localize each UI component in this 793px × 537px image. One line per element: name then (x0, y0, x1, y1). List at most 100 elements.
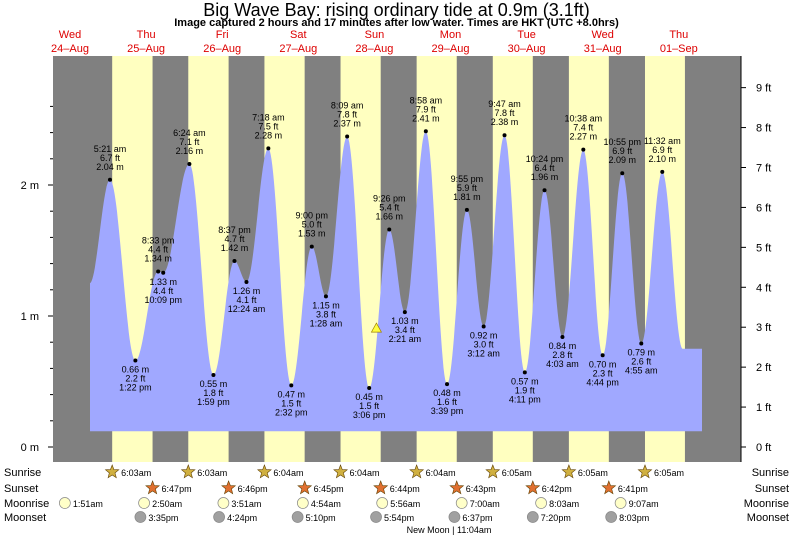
extreme-m-label: 2.16 m (176, 146, 204, 156)
extreme-time-label: 9:47 am (488, 99, 521, 109)
tide-extreme-point (323, 294, 328, 299)
extreme-ft-label: 2.6 ft (631, 357, 652, 367)
moonset-icon (134, 511, 147, 523)
sunrise-time: 6:03am (197, 468, 227, 478)
sunrise-time: 6:05am (578, 468, 608, 478)
tide-extreme-point (387, 227, 392, 232)
extreme-time-label: 9:26 pm (373, 194, 406, 204)
day-name-label: Thu (669, 29, 688, 41)
moonset-icon (291, 511, 304, 523)
tide-extreme-point (232, 258, 237, 263)
day-name-label: Wed (591, 29, 613, 41)
extreme-m-label: 1.03 m (391, 316, 419, 326)
tide-extreme-point (211, 372, 216, 377)
extreme-ft-label: 1.5 ft (359, 401, 380, 411)
sunset-icon (221, 480, 237, 495)
right-axis-tick-label: 5 ft (756, 242, 771, 254)
tide-area (90, 131, 702, 432)
tide-extreme-point (445, 382, 450, 387)
day-date-label: 24–Aug (51, 43, 89, 55)
extreme-time-label: 1:59 pm (197, 397, 230, 407)
sunset-icon (449, 480, 465, 495)
moonrise-icon (59, 497, 71, 509)
extreme-ft-label: 1.5 ft (281, 398, 302, 408)
sunrise-time: 6:04am (426, 468, 456, 478)
day-date-label: 29–Aug (432, 43, 470, 55)
sunrise-icon (256, 464, 272, 479)
extreme-time-label: 8:37 pm (218, 225, 251, 235)
moonrise-icon (455, 497, 468, 509)
sunset-time: 6:42pm (542, 484, 572, 494)
moonset-time: 5:54pm (384, 513, 414, 523)
chart-title: Big Wave Bay: rising ordinary tide at 0.… (203, 0, 590, 20)
sunrise-time: 6:04am (273, 468, 303, 478)
chart-subtitle: Image captured 2 hours and 17 minutes af… (174, 17, 619, 29)
extreme-time-label: 4:11 pm (509, 394, 541, 404)
extreme-time-label: 4:55 am (625, 366, 658, 376)
extreme-m-label: 2.09 m (609, 155, 637, 165)
right-axis-tick-label: 7 ft (756, 162, 771, 174)
sunrise-icon (485, 464, 501, 479)
moonset-time: 6:37pm (462, 513, 492, 523)
sunset-time: 6:45pm (314, 484, 344, 494)
extreme-m-label: 0.79 m (628, 348, 656, 358)
moonrise-time: 2:50am (152, 499, 182, 509)
sunset-time: 6:44pm (390, 484, 420, 494)
right-axis-tick-label: 2 ft (756, 362, 771, 374)
extreme-time-label: 8:33 pm (142, 235, 175, 245)
extreme-time-label: 10:09 pm (144, 295, 182, 305)
extreme-time-label: 9:00 pm (296, 211, 329, 221)
extreme-time-label: 10:55 pm (603, 137, 641, 147)
extreme-ft-label: 4.7 ft (224, 234, 245, 244)
extreme-ft-label: 6.9 ft (612, 146, 633, 156)
right-axis-tick-label: 9 ft (756, 83, 771, 95)
extreme-time-label: 1:22 pm (119, 383, 152, 393)
tide-extreme-point (266, 146, 271, 151)
day-date-label: 25–Aug (127, 43, 165, 55)
tide-extreme-point (156, 269, 161, 274)
moonrise-time: 8:03am (549, 499, 579, 509)
moonrise-time: 3:51am (231, 499, 261, 509)
extreme-m-label: 0.55 m (200, 379, 228, 389)
extreme-m-label: 2.28 m (255, 130, 283, 140)
day-date-label: 26–Aug (203, 43, 241, 55)
extreme-m-label: 2.10 m (649, 154, 677, 164)
extreme-ft-label: 2.2 ft (125, 374, 146, 384)
tide-extreme-point (289, 383, 294, 388)
day-name-label: Wed (59, 29, 81, 41)
extreme-time-label: 4:03 am (546, 359, 579, 369)
tide-extreme-point (402, 310, 407, 315)
day-name-label: Sat (290, 29, 307, 41)
tide-extreme-point (464, 207, 469, 212)
row-label-left: Sunrise (4, 467, 41, 479)
extreme-m-label: 1.42 m (221, 243, 249, 253)
extreme-m-label: 1.34 m (144, 253, 172, 263)
extreme-time-label: 2:21 am (389, 334, 422, 344)
row-label-left: Sunset (4, 483, 38, 495)
extreme-m-label: 2.27 m (570, 132, 598, 142)
moonrise-time: 5:56am (390, 499, 420, 509)
tide-extreme-point (133, 358, 138, 363)
extreme-time-label: 3:39 pm (431, 406, 464, 416)
day-date-label: 31–Aug (584, 43, 622, 55)
extreme-ft-label: 3.0 ft (474, 339, 495, 349)
extreme-m-label: 0.92 m (470, 330, 498, 340)
sunset-time: 6:46pm (238, 484, 268, 494)
row-label-left: Moonrise (4, 498, 49, 510)
sunrise-time: 6:05am (502, 468, 532, 478)
moonset-time: 3:35pm (148, 513, 178, 523)
moonset-icon (370, 511, 382, 523)
sunrise-icon (409, 464, 425, 479)
moonset-time: 7:20pm (541, 513, 571, 523)
moonrise-time: 4:54am (311, 499, 341, 509)
extreme-ft-label: 4.1 ft (236, 295, 257, 305)
extreme-time-label: 5:21 am (94, 144, 127, 154)
moonset-icon (526, 511, 539, 523)
extreme-m-label: 2.04 m (96, 162, 124, 172)
sunset-time: 6:41pm (618, 484, 648, 494)
sunrise-icon (333, 464, 349, 479)
extreme-time-label: 11:32 am (644, 136, 681, 146)
tide-extreme-point (345, 134, 350, 139)
moonset-icon (213, 511, 225, 523)
extreme-ft-label: 2.8 ft (552, 350, 573, 360)
